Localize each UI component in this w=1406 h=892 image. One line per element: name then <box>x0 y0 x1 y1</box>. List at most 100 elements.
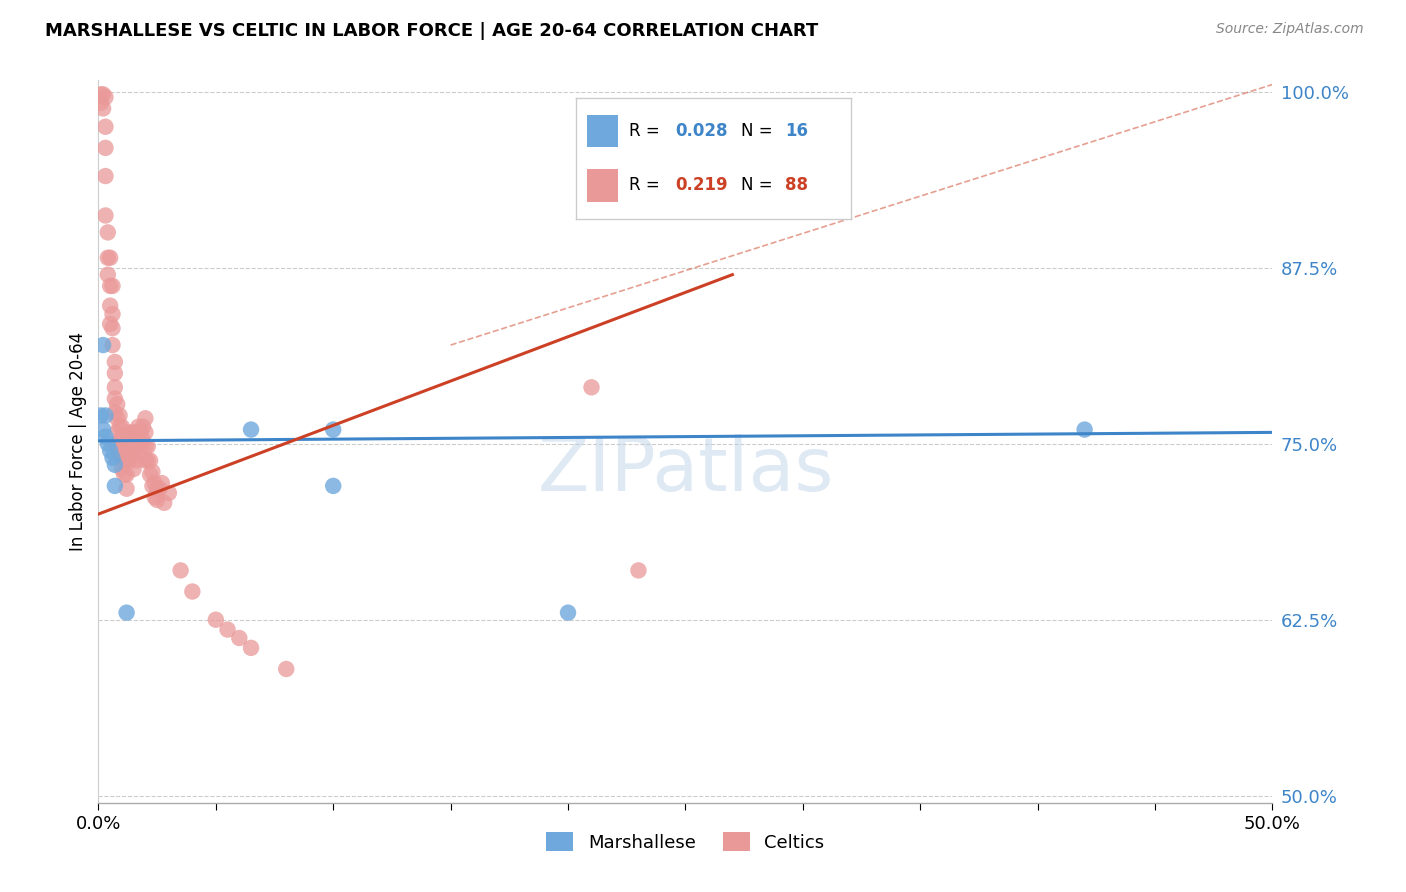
Point <box>97 226 120 240</box>
Point <box>125 453 148 467</box>
Point <box>581 380 603 394</box>
Point <box>111 448 134 462</box>
Point <box>105 397 128 411</box>
Text: R =: R = <box>628 122 665 140</box>
Text: 0.028: 0.028 <box>675 122 728 140</box>
Point <box>101 338 124 352</box>
Point <box>104 458 127 472</box>
Point <box>322 479 344 493</box>
Point <box>181 584 204 599</box>
Point <box>101 450 124 465</box>
Point <box>134 453 156 467</box>
Point <box>150 476 173 491</box>
Point <box>134 411 156 425</box>
Point <box>127 419 149 434</box>
Point <box>104 406 127 420</box>
Point <box>1073 423 1095 437</box>
Point <box>104 355 127 369</box>
Text: MARSHALLESE VS CELTIC IN LABOR FORCE | AGE 20-64 CORRELATION CHART: MARSHALLESE VS CELTIC IN LABOR FORCE | A… <box>45 22 818 40</box>
Point <box>122 425 145 440</box>
Point <box>112 453 135 467</box>
Point <box>139 467 162 482</box>
Point <box>97 436 120 450</box>
Point <box>108 419 131 434</box>
Point <box>115 482 138 496</box>
Point <box>122 448 145 462</box>
Point <box>240 640 263 655</box>
Point <box>111 429 134 443</box>
Point <box>129 440 152 454</box>
Point <box>136 453 159 467</box>
Point <box>91 87 114 102</box>
Point <box>105 411 128 425</box>
Point <box>627 563 650 577</box>
Point <box>94 120 117 134</box>
Text: N =: N = <box>741 122 778 140</box>
Point <box>217 623 239 637</box>
Point <box>105 425 128 440</box>
Point <box>94 141 117 155</box>
Point <box>122 462 145 476</box>
Point <box>97 268 120 282</box>
Point <box>111 462 134 476</box>
Point <box>97 251 120 265</box>
Point <box>557 606 579 620</box>
Point <box>120 448 142 462</box>
Point <box>111 419 134 434</box>
Point <box>118 453 141 467</box>
Point <box>112 443 135 458</box>
Point <box>169 563 191 577</box>
Point <box>125 425 148 440</box>
Point <box>98 317 121 331</box>
Point <box>276 662 298 676</box>
Point <box>148 482 170 496</box>
Point <box>132 419 155 434</box>
Point <box>104 366 127 380</box>
Point <box>136 440 159 454</box>
Point <box>94 409 117 423</box>
Point <box>104 392 127 406</box>
Point <box>101 307 124 321</box>
Point <box>108 434 131 448</box>
Point <box>91 423 114 437</box>
Point <box>129 425 152 440</box>
Point <box>127 434 149 448</box>
FancyBboxPatch shape <box>588 115 617 147</box>
Point <box>104 380 127 394</box>
Point <box>108 409 131 423</box>
Text: 88: 88 <box>785 177 808 194</box>
Point <box>90 87 112 102</box>
Point <box>118 440 141 454</box>
Legend: Marshallese, Celtics: Marshallese, Celtics <box>538 824 832 859</box>
Point <box>139 453 162 467</box>
Point <box>141 465 163 479</box>
Point <box>146 482 169 496</box>
Point <box>90 409 112 423</box>
Point <box>90 95 112 110</box>
Point <box>94 209 117 223</box>
Point <box>134 425 156 440</box>
Point <box>132 434 155 448</box>
Point <box>94 90 117 104</box>
Point <box>322 423 344 437</box>
Point <box>101 321 124 335</box>
Point <box>91 102 114 116</box>
Text: N =: N = <box>741 177 778 194</box>
Point <box>153 496 176 510</box>
Point <box>105 440 128 454</box>
Point <box>101 279 124 293</box>
Point <box>146 493 169 508</box>
Point <box>120 434 142 448</box>
Text: Source: ZipAtlas.com: Source: ZipAtlas.com <box>1216 22 1364 37</box>
FancyBboxPatch shape <box>588 169 617 202</box>
Point <box>108 448 131 462</box>
Point <box>228 631 250 645</box>
Text: R =: R = <box>628 177 665 194</box>
Point <box>134 440 156 454</box>
Point <box>141 479 163 493</box>
Point <box>143 476 166 491</box>
Text: 16: 16 <box>785 122 808 140</box>
Text: 0.219: 0.219 <box>675 177 728 194</box>
Point <box>205 613 228 627</box>
Y-axis label: In Labor Force | Age 20-64: In Labor Force | Age 20-64 <box>69 332 87 551</box>
